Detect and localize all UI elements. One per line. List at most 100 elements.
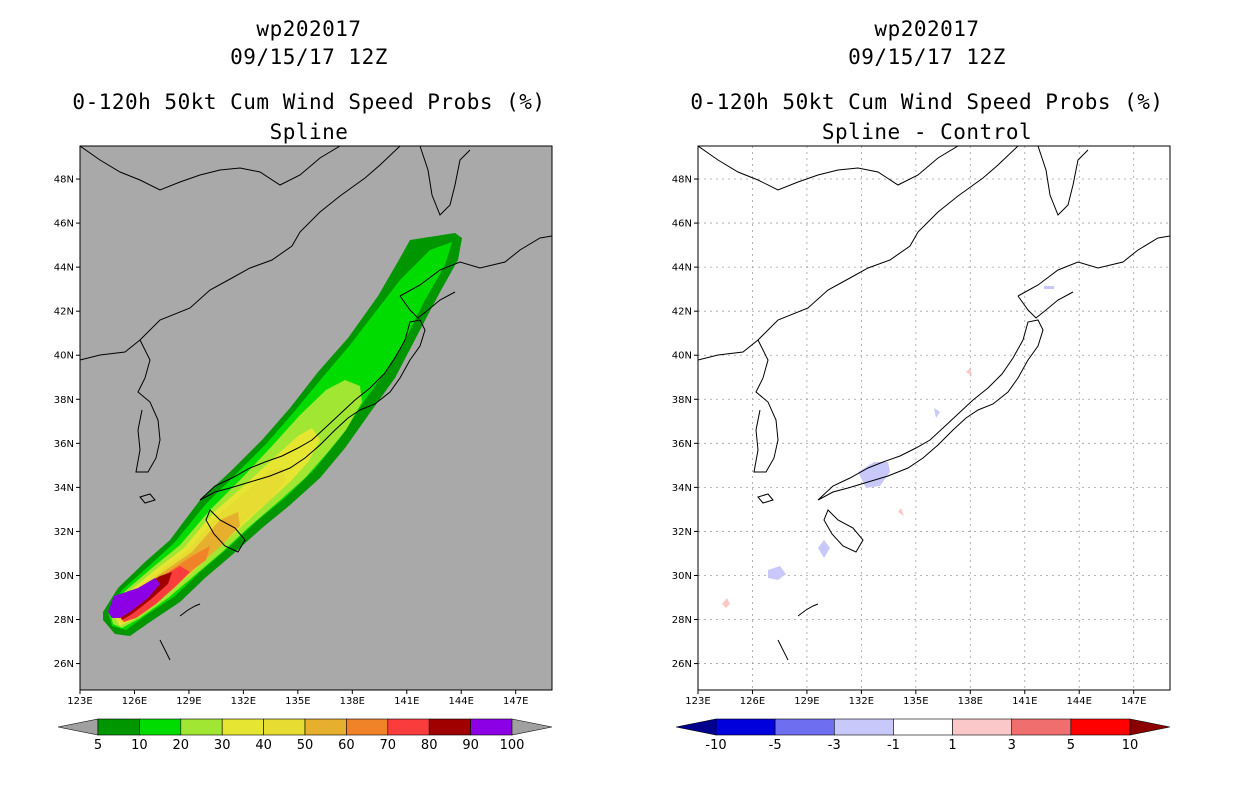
right-colorbar: -10 -5 -3 -1 1 3 5 10: [675, 718, 1171, 753]
colorbar-over-triangle: [1129, 718, 1171, 736]
difference-patches: [722, 286, 1054, 608]
colorbar-label: 100: [500, 738, 525, 753]
colorbar-swatch: [263, 718, 306, 736]
probability-swath: [103, 233, 462, 636]
lat-label: 44N: [54, 263, 74, 274]
right-title-date: 09/15/17 12Z: [848, 45, 1006, 69]
right-coastlines: [698, 146, 1170, 661]
colorbar-swatch: [346, 718, 389, 736]
left-map-frame: [79, 145, 553, 691]
lon-label: 141E: [1012, 696, 1037, 707]
left-panel: wp202017 09/15/17 12Z 0-120h 50kt Cum Wi…: [54, 17, 553, 753]
colorbar-swatch: [180, 718, 223, 736]
lat-label: 34N: [672, 483, 692, 494]
lat-label: 30N: [54, 571, 74, 582]
left-title-product: 0-120h 50kt Cum Wind Speed Probs (%): [72, 90, 546, 114]
colorbar-label: 60: [338, 738, 355, 753]
colorbar-over-triangle: [511, 718, 553, 736]
colorbar-swatch: [952, 718, 1013, 736]
colorbar-under-triangle: [675, 718, 717, 736]
colorbar-swatch: [470, 718, 513, 736]
lat-label: 40N: [672, 351, 692, 362]
right-lat-axis: 26N 28N 30N 32N 34N 36N 38N 40N 42N 44N 46N 48N: [672, 175, 698, 670]
colorbar-label: 1: [948, 738, 956, 753]
lon-label: 126E: [740, 696, 765, 707]
colorbar-label: -1: [887, 738, 900, 753]
lon-label: 144E: [1067, 696, 1092, 707]
left-lon-axis: 123E 126E 129E 132E 135E 138E 141E 144E 147E: [67, 690, 528, 707]
lat-label: 30N: [672, 571, 692, 582]
lon-label: 123E: [685, 696, 710, 707]
lon-label: 141E: [394, 696, 419, 707]
right-title-storm: wp202017: [874, 17, 980, 41]
lon-label: 132E: [231, 696, 256, 707]
lat-label: 34N: [54, 483, 74, 494]
lat-label: 32N: [672, 527, 692, 538]
colorbar-swatch: [139, 718, 182, 736]
colorbar-label: 90: [462, 738, 479, 753]
left-map: 26N 28N 30N 32N 34N 36N 38N 40N 42N 44N 46N 48N 123…: [54, 145, 553, 753]
colorbar-label: -5: [769, 738, 782, 753]
lat-label: 26N: [672, 659, 692, 670]
colorbar-label: 10: [131, 738, 148, 753]
colorbar-swatch: [221, 718, 264, 736]
colorbar-label: 20: [173, 738, 190, 753]
lon-label: 129E: [176, 696, 201, 707]
right-map-frame: [697, 145, 1171, 691]
lat-label: 26N: [54, 659, 74, 670]
lat-label: 42N: [672, 307, 692, 318]
lon-label: 135E: [285, 696, 310, 707]
lon-label: 123E: [67, 696, 92, 707]
right-lon-axis: 123E 126E 129E 132E 135E 138E 141E 144E 147E: [685, 690, 1146, 707]
colorbar-label: 70: [380, 738, 397, 753]
lat-label: 46N: [54, 219, 74, 230]
lon-label: 147E: [503, 696, 528, 707]
lat-label: 38N: [54, 395, 74, 406]
lat-label: 28N: [672, 615, 692, 626]
colorbar-label: 30: [214, 738, 231, 753]
lon-label: 135E: [903, 696, 928, 707]
lon-label: 138E: [958, 696, 983, 707]
lat-label: 36N: [672, 439, 692, 450]
colorbar-label: 50: [297, 738, 314, 753]
colorbar-swatch: [833, 718, 894, 736]
right-title-product: 0-120h 50kt Cum Wind Speed Probs (%): [690, 90, 1164, 114]
colorbar-swatch: [428, 718, 471, 736]
left-coastlines: [80, 146, 552, 661]
colorbar-label: 3: [1008, 738, 1016, 753]
right-title-method: Spline - Control: [821, 120, 1033, 144]
left-title-storm: wp202017: [256, 17, 362, 41]
lat-label: 38N: [672, 395, 692, 406]
left-colorbar: 5 10 20 30 40 50 60 70 80 90 100: [57, 718, 553, 753]
colorbar-under-triangle: [57, 718, 99, 736]
lat-label: 48N: [672, 175, 692, 186]
colorbar-label: 40: [255, 738, 272, 753]
lon-label: 144E: [449, 696, 474, 707]
colorbar-label: 10: [1122, 738, 1139, 753]
right-gridlines: [698, 146, 1170, 690]
colorbar-swatch: [387, 718, 430, 736]
lat-label: 40N: [54, 351, 74, 362]
colorbar-swatch: [1070, 718, 1131, 736]
right-map: 26N 28N 30N 32N 34N 36N 38N 40N 42N 44N 46N 48N 123…: [672, 145, 1171, 753]
lon-label: 138E: [340, 696, 365, 707]
lat-label: 42N: [54, 307, 74, 318]
lat-label: 28N: [54, 615, 74, 626]
colorbar-swatch: [97, 718, 140, 736]
colorbar-label: 5: [94, 738, 102, 753]
left-title-method: Spline: [269, 120, 349, 144]
right-map-background: [698, 146, 1170, 690]
colorbar-label: -3: [828, 738, 841, 753]
lon-label: 126E: [122, 696, 147, 707]
right-panel: wp202017 09/15/17 12Z 0-120h 50kt Cum Wi…: [618, 0, 1236, 800]
colorbar-swatch: [304, 718, 347, 736]
colorbar-swatch: [1011, 718, 1072, 736]
lat-label: 44N: [672, 263, 692, 274]
colorbar-label: 80: [421, 738, 438, 753]
lat-label: 48N: [54, 175, 74, 186]
lon-label: 129E: [794, 696, 819, 707]
colorbar-label: -10: [705, 738, 726, 753]
lat-label: 46N: [672, 219, 692, 230]
lat-label: 32N: [54, 527, 74, 538]
left-lat-axis: 26N 28N 30N 32N 34N 36N 38N 40N 42N 44N 46N 48N: [54, 175, 80, 670]
